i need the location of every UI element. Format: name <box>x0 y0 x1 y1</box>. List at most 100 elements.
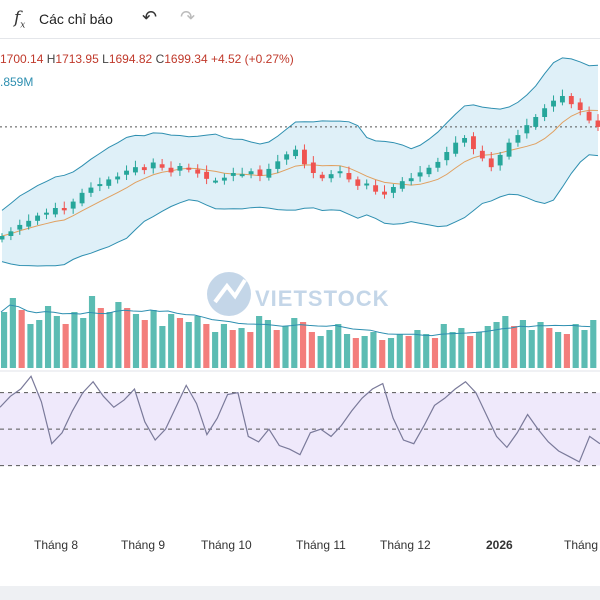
candle-body <box>257 169 263 176</box>
volume-bar <box>590 320 597 368</box>
volume-bar <box>414 330 421 368</box>
candle-body <box>115 176 121 180</box>
candle-body <box>399 181 405 189</box>
volume-bar <box>449 332 456 368</box>
candle-body <box>124 170 129 175</box>
volume-bar <box>352 338 359 368</box>
volume-bar <box>238 328 245 368</box>
volume-bar <box>124 308 131 368</box>
redo-icon[interactable]: ↷ <box>180 7 196 27</box>
rsi-line <box>0 375 600 463</box>
volume-ma-line <box>0 304 591 337</box>
legend-low: 1694.82 <box>108 52 153 66</box>
candle-body <box>355 179 361 186</box>
chart-toolbar: fx Các chỉ báo ↶ ↷ <box>0 0 600 39</box>
candle-body <box>168 167 174 173</box>
volume-bar <box>343 334 351 368</box>
candle-body <box>204 171 210 179</box>
legend-close: 1699.34 <box>164 52 208 66</box>
candle-body <box>426 167 432 175</box>
candle-body <box>488 158 494 168</box>
candle-body <box>364 183 370 186</box>
volume-bar <box>484 326 491 368</box>
vietstock-logo-icon <box>207 272 251 316</box>
x-label-thang-8: Tháng 8 <box>34 538 79 552</box>
candle-body <box>35 215 41 221</box>
candle-body <box>453 142 459 154</box>
candle-body <box>70 201 76 209</box>
volume-bar <box>326 330 333 368</box>
fx-icon[interactable]: fx <box>14 8 26 31</box>
volume-bar <box>370 332 377 368</box>
candle-body <box>97 184 103 187</box>
candle-body <box>382 191 387 195</box>
volume-legend: .859M <box>0 75 34 89</box>
candle-body <box>106 179 112 186</box>
candle-body <box>533 117 539 127</box>
candle-body <box>595 120 600 127</box>
volume-bar <box>458 328 465 368</box>
volume-bar <box>18 310 25 368</box>
candle-body <box>26 220 32 227</box>
candle-body <box>542 108 548 117</box>
candle-body <box>52 208 58 215</box>
candle-body <box>328 174 334 179</box>
undo-icon[interactable]: ↶ <box>142 7 158 27</box>
candle-body <box>293 149 298 157</box>
candle-body <box>195 169 201 174</box>
candle-body <box>479 150 485 159</box>
volume-bar <box>467 336 474 368</box>
candle-body <box>275 161 281 169</box>
volume-bar <box>300 322 307 368</box>
candle-body <box>568 96 574 105</box>
candle-body <box>213 180 218 183</box>
volume-bar <box>423 334 430 368</box>
volume-bar <box>229 330 236 368</box>
candle-body <box>61 208 67 211</box>
vietstock-watermark: VIETSTOCK <box>205 266 389 331</box>
volume-bar <box>563 334 570 368</box>
volume-bar <box>150 310 157 368</box>
stock-chart[interactable] <box>0 38 600 538</box>
volume-bar <box>247 332 254 368</box>
candle-body <box>284 154 290 160</box>
volume-bar <box>44 306 52 368</box>
candle-body <box>497 154 503 166</box>
candle-body <box>88 187 94 193</box>
volume-bar <box>308 332 315 368</box>
candle-body <box>444 152 450 161</box>
candle-body <box>319 174 325 179</box>
volume-bar <box>555 332 562 368</box>
volume-bar <box>273 330 280 368</box>
candle-body <box>551 100 556 107</box>
candle-body <box>221 177 227 181</box>
x-label-2026: 2026 <box>486 538 513 552</box>
volume-bar <box>36 320 43 368</box>
volume-bar <box>220 324 228 368</box>
volume-bar <box>1 312 8 368</box>
volume-bar <box>264 320 271 368</box>
candle-body <box>471 136 476 150</box>
candle-body <box>17 224 23 230</box>
volume-bar <box>97 308 104 368</box>
volume-bar <box>71 312 78 368</box>
candle-body <box>0 236 5 240</box>
volume-bar <box>176 318 184 368</box>
volume-bar <box>537 322 544 368</box>
indicators-button[interactable]: Các chỉ báo <box>39 11 113 27</box>
candle-body <box>506 142 512 157</box>
volume-bar <box>256 316 263 368</box>
x-label-thang-10: Tháng 10 <box>201 538 252 552</box>
candle-body <box>346 173 352 180</box>
volume-bar <box>361 336 368 368</box>
volume-bar <box>132 314 140 368</box>
candle-body <box>577 102 583 110</box>
x-label-thang-11: Tháng 11 <box>296 538 346 552</box>
candle-body <box>8 231 14 236</box>
candle-body <box>390 187 396 193</box>
candle-body <box>44 212 49 215</box>
candle-body <box>177 166 183 171</box>
volume-bar <box>387 338 395 368</box>
volume-bar <box>106 312 113 368</box>
volume-bar <box>141 320 148 368</box>
